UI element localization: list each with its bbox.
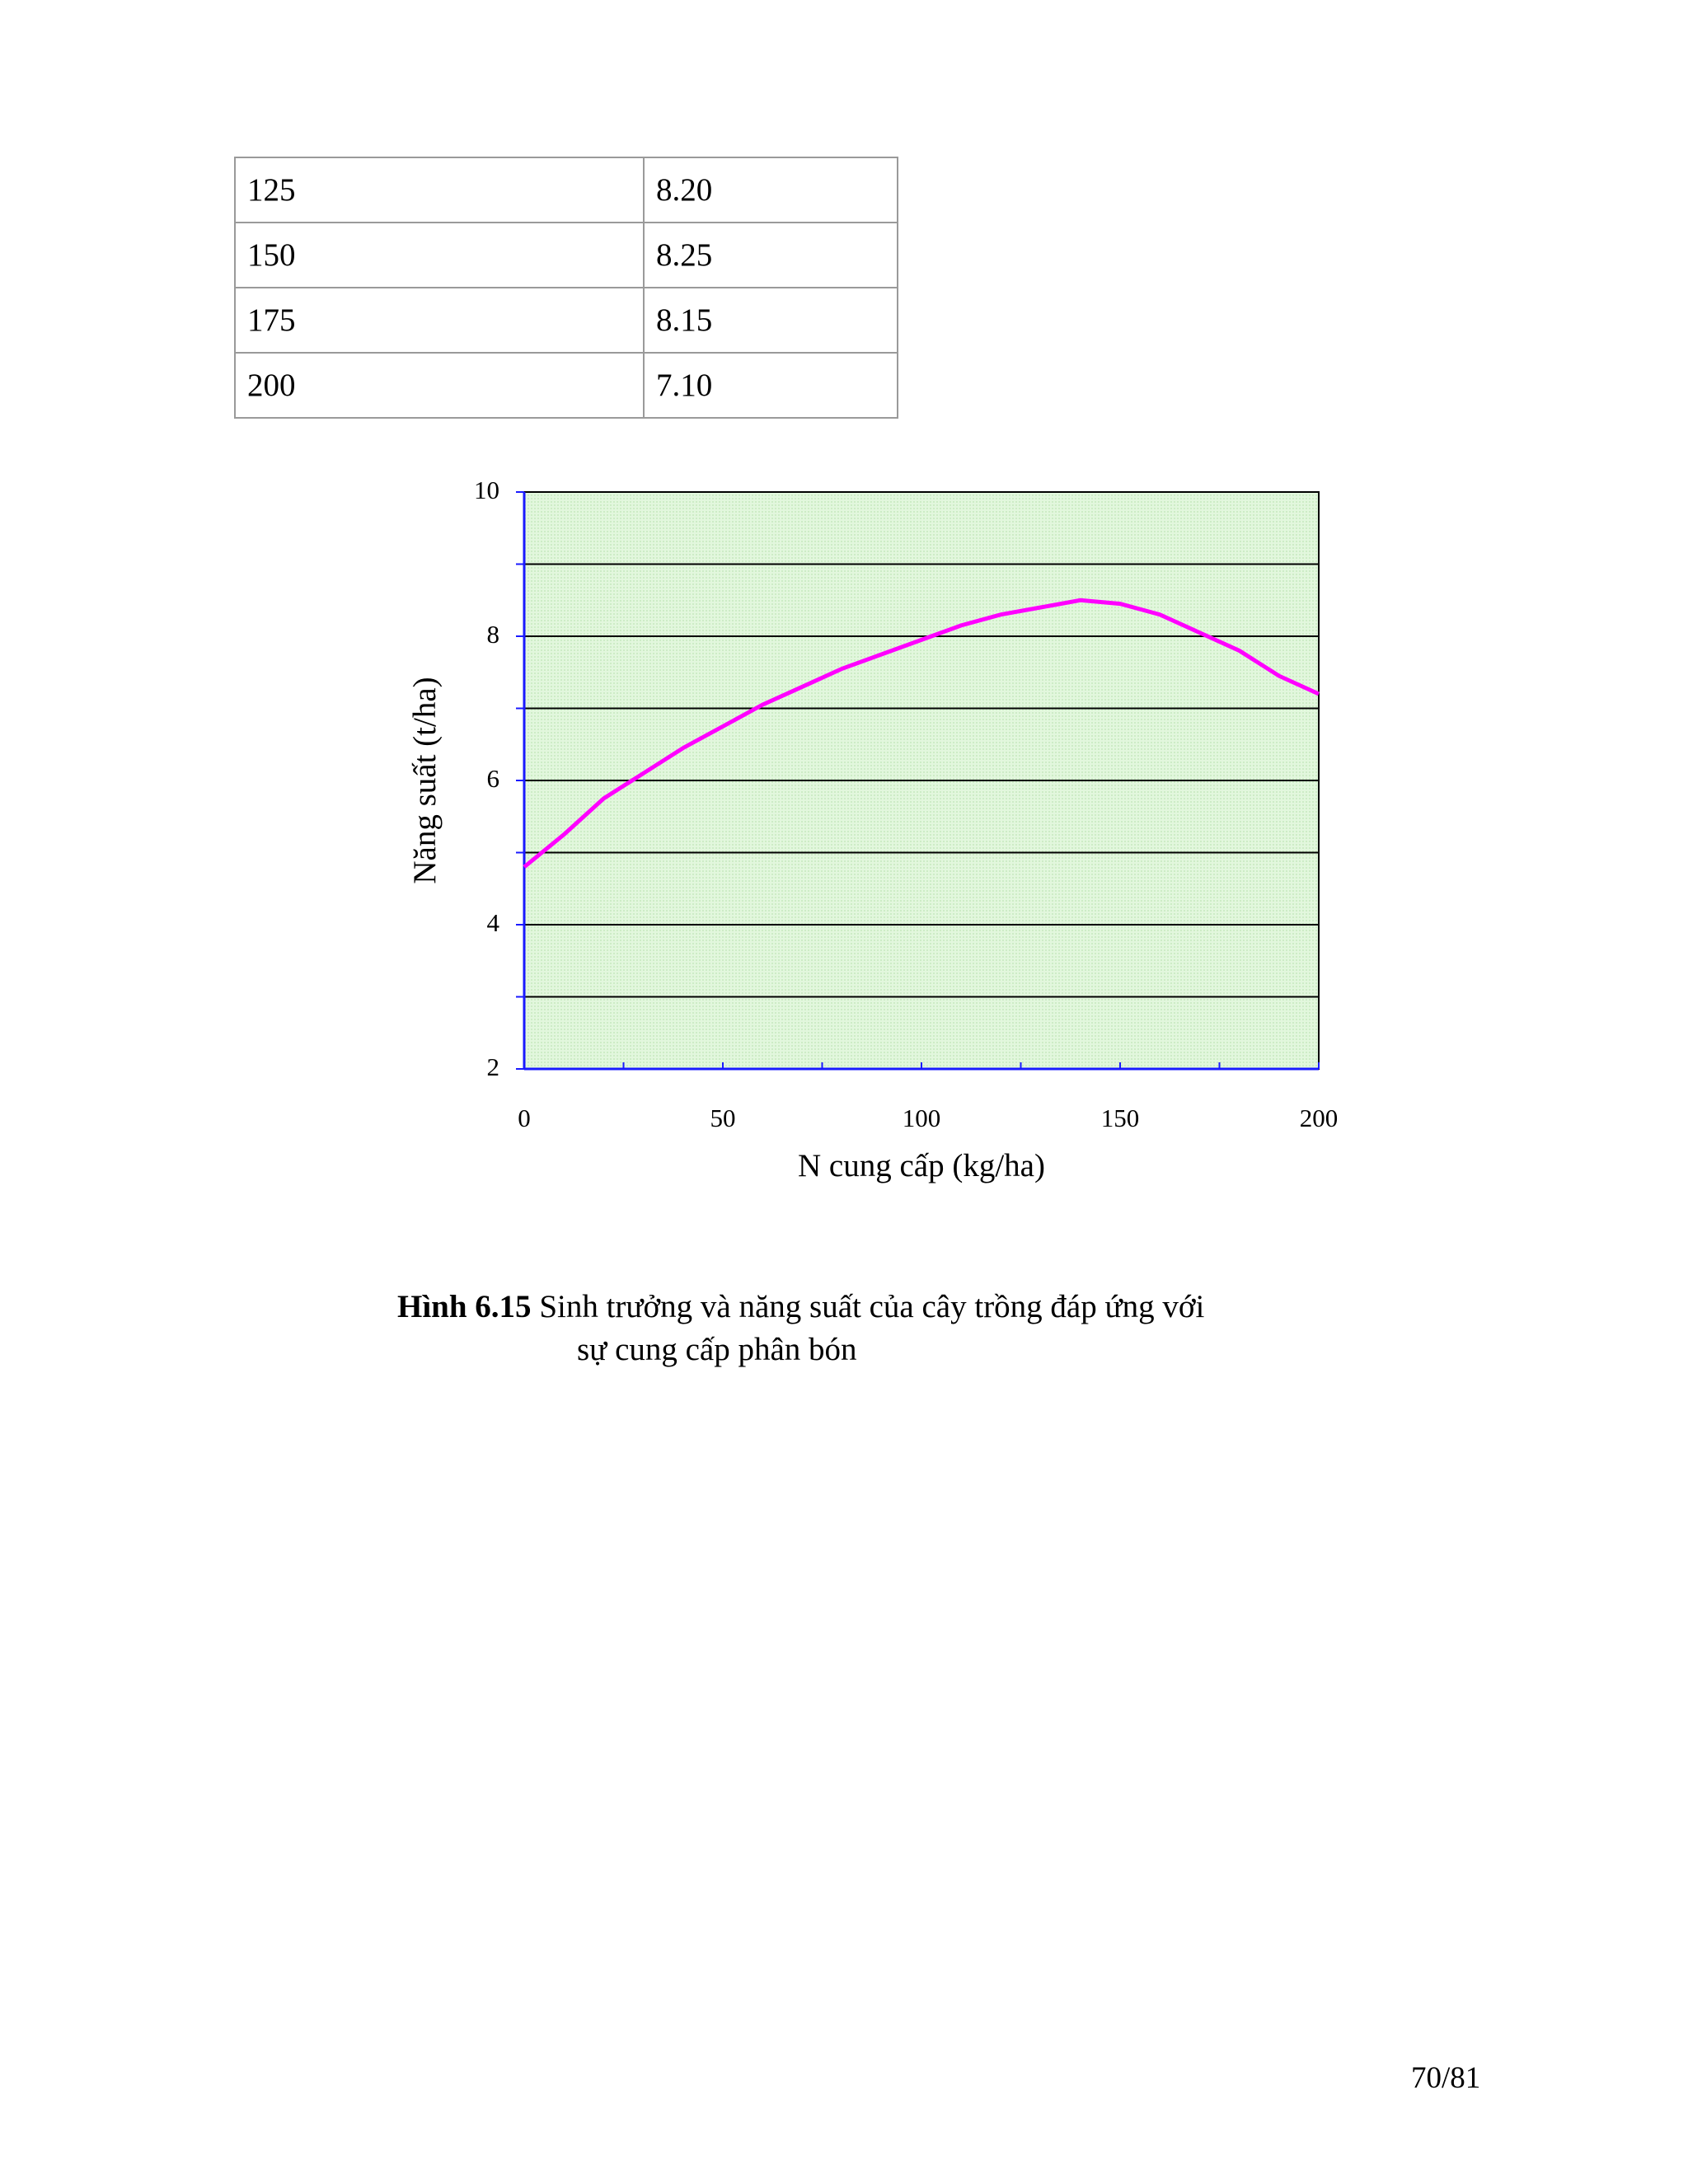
table-row: 200 7.10 — [234, 352, 898, 419]
series-line — [523, 598, 1320, 869]
axes — [516, 491, 1320, 1071]
x-axis-title: N cung cấp (kg/ha) — [798, 1148, 1045, 1183]
table-cell-yield: 7.10 — [643, 352, 898, 419]
caption-line-2: sự cung cấp phân bón — [577, 1332, 857, 1367]
table-row: 150 8.25 — [234, 222, 898, 288]
table-row: 125 8.20 — [234, 157, 898, 223]
x-tick-label: 200 — [1300, 1104, 1339, 1132]
y-tick-label: 4 — [487, 908, 500, 937]
y-tick-label: 10 — [474, 476, 499, 504]
page-number: 70/81 — [1411, 2061, 1481, 2095]
y-tick-label: 2 — [487, 1052, 500, 1081]
x-tick-label: 100 — [903, 1104, 941, 1132]
caption-line-1: Sinh trưởng và năng suất của cây trồng đ… — [539, 1289, 1205, 1324]
x-tick-label: 50 — [710, 1104, 736, 1132]
y-tick-label: 6 — [487, 764, 500, 793]
yield-line-chart: 0 50 100 150 200 2 4 6 8 10 N cung cấp (kg/ha) N… — [407, 476, 1338, 1183]
x-tick-label: 150 — [1101, 1104, 1140, 1132]
table-cell-n: 175 — [234, 287, 645, 354]
y-axis-title: Năng suất (t/ha) — [407, 677, 443, 883]
table-row: 175 8.15 — [234, 287, 898, 354]
table-cell-n: 200 — [234, 352, 645, 419]
table-cell-n: 150 — [234, 222, 645, 288]
x-tick-labels: 0 50 100 150 200 — [518, 1104, 1338, 1132]
figure-number: Hình 6.15 — [397, 1289, 532, 1324]
table-cell-yield: 8.15 — [643, 287, 898, 354]
x-tick-label: 0 — [518, 1104, 531, 1132]
table-cell-yield: 8.20 — [643, 157, 898, 223]
y-tick-labels: 2 4 6 8 10 — [474, 476, 500, 1081]
grid-lines — [524, 563, 1319, 998]
y-tick-label: 8 — [487, 620, 500, 649]
figure-caption: Hình 6.15 Sinh trưởng và năng suất của c… — [397, 1286, 1204, 1371]
table-cell-n: 125 — [234, 157, 645, 223]
table-body: 125 8.20 150 8.25 175 8.15 200 7.10 — [234, 157, 898, 419]
data-table: 125 8.20 150 8.25 175 8.15 200 7.10 — [234, 157, 898, 419]
table-cell-yield: 8.25 — [643, 222, 898, 288]
